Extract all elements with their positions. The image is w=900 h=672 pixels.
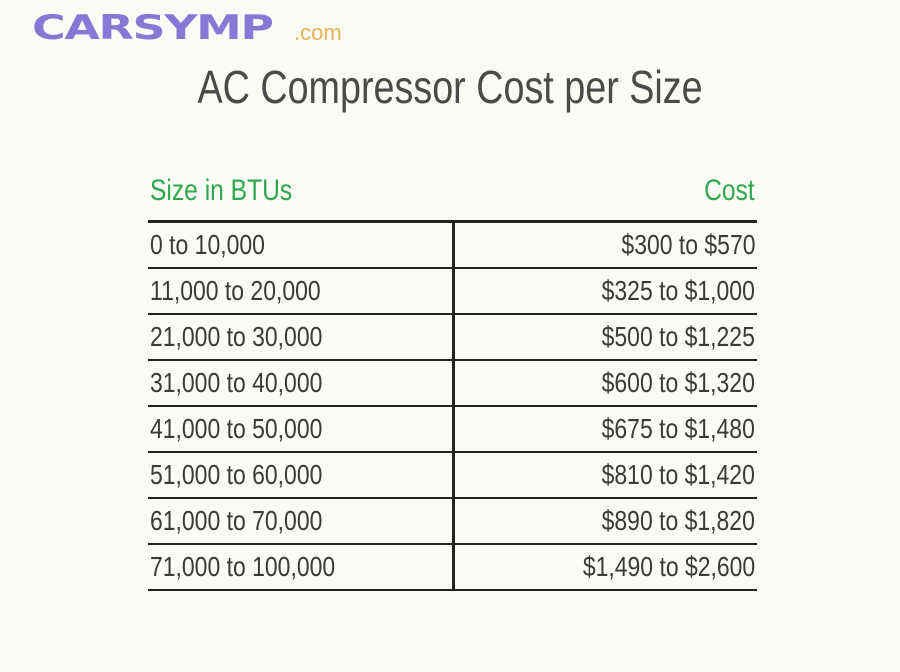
size-cell: 51,000 to 60,000 xyxy=(148,452,455,499)
size-cell: 0 to 10,000 xyxy=(148,221,455,269)
header-size-text: Size in BTUs xyxy=(150,174,293,207)
cost-text: $890 to $1,820 xyxy=(601,505,755,536)
cost-cell: $810 to $1,420 xyxy=(453,452,757,499)
header-cost: Cost xyxy=(453,162,757,223)
cost-text: $600 to $1,320 xyxy=(601,367,755,398)
size-cell: 11,000 to 20,000 xyxy=(148,268,455,315)
size-text: 21,000 to 30,000 xyxy=(150,321,323,352)
cost-cell: $1,490 to $2,600 xyxy=(453,544,757,591)
page-title: AC Compressor Cost per Size xyxy=(0,60,900,114)
header-size: Size in BTUs xyxy=(148,162,454,223)
cost-cell: $300 to $570 xyxy=(453,221,757,269)
cost-text: $300 to $570 xyxy=(620,229,755,260)
size-text: 11,000 to 20,000 xyxy=(150,275,321,306)
cost-text: $675 to $1,480 xyxy=(601,413,755,444)
cost-cell: $675 to $1,480 xyxy=(453,406,757,453)
size-text: 41,000 to 50,000 xyxy=(150,413,323,444)
table-body: 0 to 10,000 $300 to $570 11,000 to 20,000 $… xyxy=(148,221,757,591)
cost-text: $810 to $1,420 xyxy=(601,459,755,490)
cost-text: $1,490 to $2,600 xyxy=(582,551,755,582)
size-text: 0 to 10,000 xyxy=(150,229,265,260)
size-text: 61,000 to 70,000 xyxy=(150,505,323,536)
size-cell: 61,000 to 70,000 xyxy=(148,498,455,545)
size-cell: 41,000 to 50,000 xyxy=(148,406,455,453)
page-title-text: AC Compressor Cost per Size xyxy=(197,61,703,113)
table-row: 41,000 to 50,000 $675 to $1,480 xyxy=(148,406,757,453)
size-cell: 31,000 to 40,000 xyxy=(148,360,455,407)
cost-cell: $325 to $1,000 xyxy=(453,268,757,315)
table-row: 51,000 to 60,000 $810 to $1,420 xyxy=(148,452,757,499)
table-row: 0 to 10,000 $300 to $570 xyxy=(148,221,757,269)
table-row: 31,000 to 40,000 $600 to $1,320 xyxy=(148,360,757,407)
header-cost-text: Cost xyxy=(704,174,755,207)
table-row: 61,000 to 70,000 $890 to $1,820 xyxy=(148,498,757,545)
cost-cell: $500 to $1,225 xyxy=(453,314,757,361)
size-cell: 71,000 to 100,000 xyxy=(148,544,455,591)
size-text: 51,000 to 60,000 xyxy=(150,459,323,490)
logo-domain: .com xyxy=(294,20,342,45)
cost-text: $325 to $1,000 xyxy=(601,275,755,306)
table-row: 71,000 to 100,000 $1,490 to $2,600 xyxy=(148,544,757,591)
size-cell: 21,000 to 30,000 xyxy=(148,314,455,361)
logo-text: CARSYMP xyxy=(32,8,274,48)
table-row: 11,000 to 20,000 $325 to $1,000 xyxy=(148,268,757,315)
size-text: 71,000 to 100,000 xyxy=(150,551,336,582)
cost-cell: $600 to $1,320 xyxy=(453,360,757,407)
table-row: 21,000 to 30,000 $500 to $1,225 xyxy=(148,314,757,361)
carsymp-logo: CARSYMP .com xyxy=(32,8,362,48)
cost-text: $500 to $1,225 xyxy=(601,321,755,352)
cost-cell: $890 to $1,820 xyxy=(453,498,757,545)
table-header: Size in BTUs Cost xyxy=(148,162,757,223)
size-text: 31,000 to 40,000 xyxy=(150,367,323,398)
cost-table: Size in BTUs Cost 0 to 10,000 $300 to $57… xyxy=(148,162,757,591)
